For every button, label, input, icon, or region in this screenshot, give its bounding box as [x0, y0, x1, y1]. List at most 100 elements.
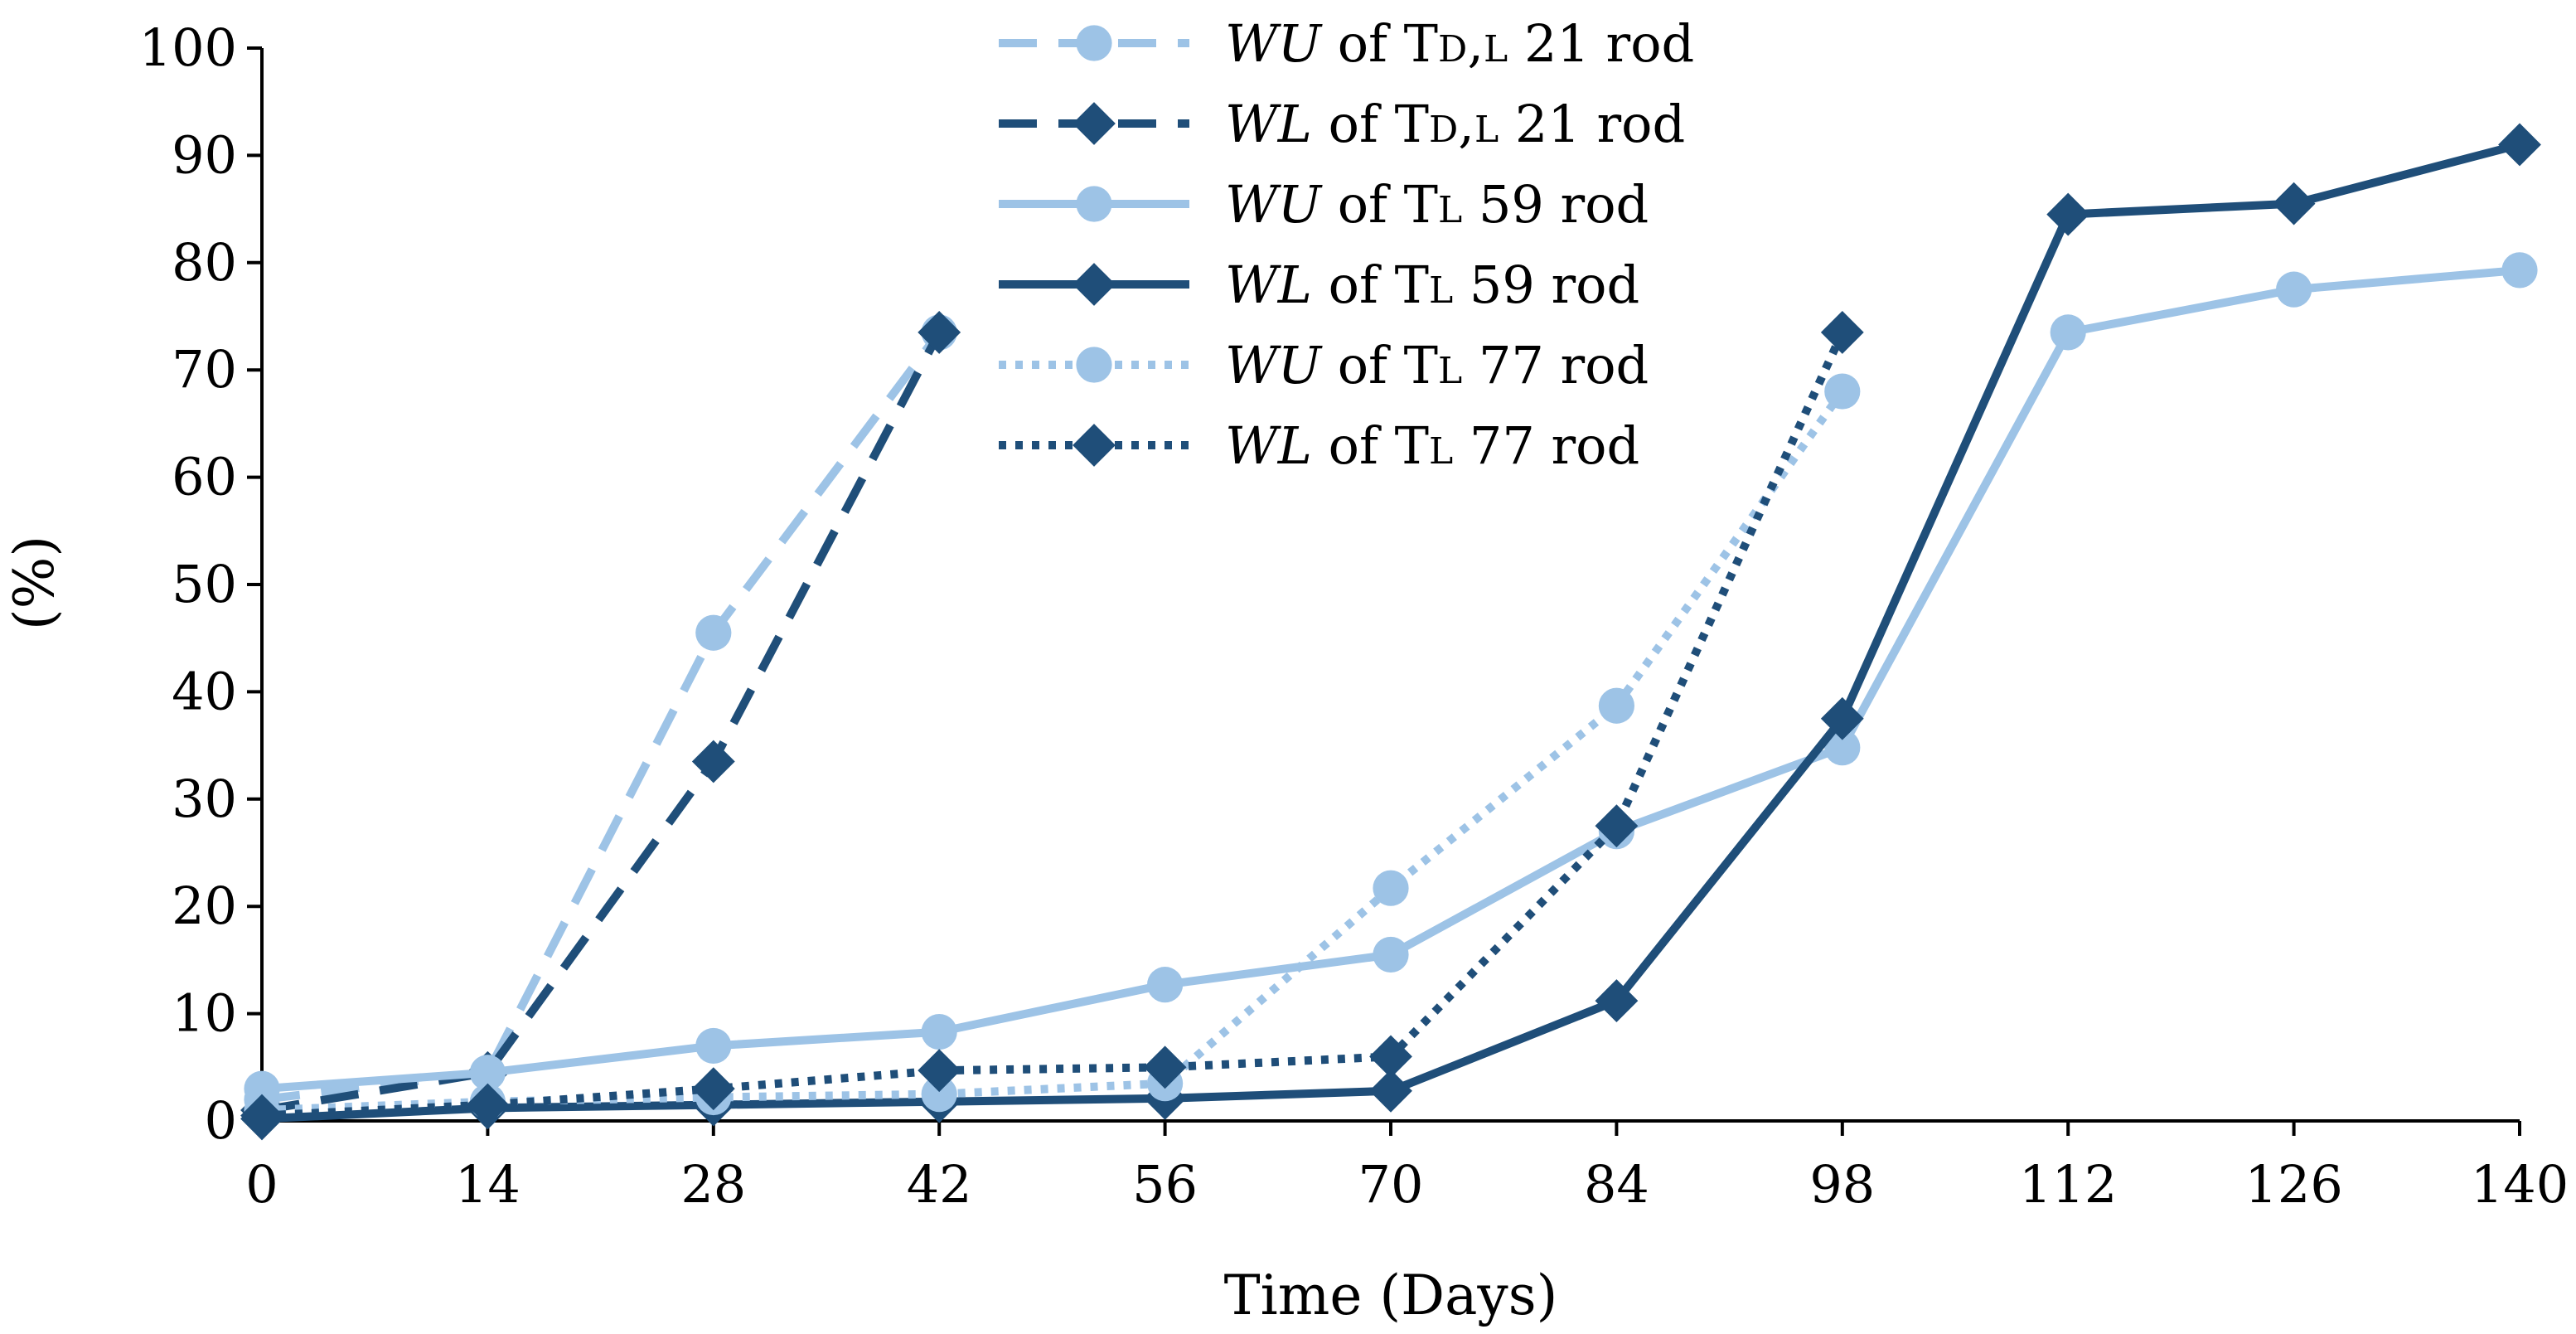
x-tick-label: 140	[2471, 1154, 2569, 1215]
legend-label-part: WL	[1225, 415, 1312, 476]
data-point-diamond	[691, 1067, 735, 1111]
x-tick-label: 112	[2019, 1154, 2117, 1215]
data-point-diamond	[1820, 696, 1864, 740]
legend-label-part: ,	[1458, 94, 1474, 154]
legend-label-part: of T	[1312, 415, 1429, 476]
data-point-diamond	[1369, 1035, 1412, 1079]
legend-label-part: D	[1438, 28, 1467, 70]
legend-entry: WU of TL 77 rod	[999, 335, 1649, 395]
legend-label-part: WU	[1225, 13, 1323, 74]
y-tick-label: 40	[172, 661, 237, 721]
data-point-circle	[695, 1027, 732, 1065]
data-point-circle	[2276, 271, 2312, 308]
legend-label-part: WU	[1225, 335, 1323, 395]
legend-label-part: L	[1429, 430, 1453, 473]
series-line	[261, 330, 943, 1114]
legend-label-part: L	[1484, 28, 1508, 70]
series-layer	[240, 123, 2541, 1141]
y-tick-label: 30	[172, 769, 237, 829]
legend-entry: WU of TL 59 rod	[999, 174, 1649, 235]
legend-label-part: of T	[1312, 94, 1429, 154]
legend-label-part: 21 rod	[1499, 94, 1685, 154]
series-line	[261, 389, 1846, 1115]
legend-marker-diamond	[1073, 263, 1116, 306]
legend-label-part: of T	[1321, 174, 1438, 235]
series-line	[261, 330, 1847, 1120]
legend-label: WU of TD,L 21 rod	[1225, 13, 1694, 74]
data-point-circle	[695, 614, 732, 651]
data-point-diamond	[240, 1094, 283, 1138]
data-point-diamond	[1369, 1069, 1412, 1113]
x-tick-label: 28	[680, 1154, 746, 1215]
data-point-circle	[1373, 936, 1409, 973]
legend-label-part: L	[1474, 109, 1499, 151]
data-point-circle	[921, 1013, 957, 1050]
y-axis-title: (%)	[2, 536, 66, 630]
legend-label-part: WL	[1225, 94, 1312, 154]
x-tick-label: 0	[245, 1154, 278, 1215]
legend-label: WU of TL 59 rod	[1225, 174, 1649, 235]
x-tick-label: 42	[907, 1154, 972, 1215]
data-point-circle	[2050, 314, 2086, 351]
data-point-diamond	[691, 740, 735, 783]
series-line	[261, 329, 943, 1104]
legend-marker-circle	[1076, 25, 1112, 61]
legend-label-part: L	[1438, 350, 1462, 392]
legend-label-part: L	[1438, 189, 1462, 231]
legend-marker-diamond	[1073, 424, 1116, 467]
legend-label-part: ,	[1467, 13, 1484, 74]
data-point-diamond	[2498, 123, 2541, 167]
data-point-diamond	[1143, 1045, 1187, 1089]
legend-entry: WL of TD,L 21 rod	[999, 94, 1685, 154]
data-point-circle	[2501, 252, 2538, 289]
x-tick-label: 56	[1132, 1154, 1198, 1215]
legend-label-part: 59 rod	[1453, 255, 1639, 315]
legend-marker-circle	[1076, 347, 1112, 383]
y-tick-label: 20	[172, 876, 237, 936]
legend-label-part: WU	[1225, 174, 1323, 235]
legend-marker-diamond	[1073, 102, 1116, 145]
data-point-diamond	[1595, 979, 1639, 1022]
legend-label-part: L	[1429, 269, 1453, 312]
legend-label-part: 77 rod	[1453, 415, 1639, 476]
legend-label: WU of TL 77 rod	[1225, 335, 1649, 395]
x-tick-label: 70	[1358, 1154, 1424, 1215]
legend-label-part: 21 rod	[1508, 13, 1694, 74]
legend-label-part: of T	[1312, 255, 1429, 315]
legend-label: WL of TL 77 rod	[1225, 415, 1639, 476]
data-point-diamond	[918, 310, 961, 354]
legend-entry: WL of TL 77 rod	[999, 415, 1639, 476]
data-point-diamond	[466, 1083, 510, 1127]
legend-label-part: of T	[1321, 335, 1438, 395]
x-tick-label: 98	[1809, 1154, 1875, 1215]
axes: 0 14 28 42 56 70 84 98 112 126 140 0 10 20 30 40 50 60 70 8…	[139, 17, 2569, 1215]
y-tick-label: 80	[172, 232, 237, 293]
data-point-circle	[1147, 967, 1184, 1003]
legend-entry: WL of TL 59 rod	[999, 255, 1639, 315]
data-point-diamond	[1595, 804, 1639, 848]
y-tick-label: 50	[172, 554, 237, 614]
legend-entry: WU of TD,L 21 rod	[999, 13, 1694, 74]
data-point-circle	[1824, 730, 1861, 766]
data-point-diamond	[918, 1049, 961, 1093]
data-point-circle	[921, 1076, 957, 1113]
data-point-diamond	[2272, 182, 2316, 226]
legend-label-part: of T	[1321, 13, 1438, 74]
legend-label: WL of TD,L 21 rod	[1225, 94, 1685, 154]
series-wu-tl59	[244, 252, 2538, 1107]
data-point-circle	[1824, 373, 1861, 410]
legend-marker-circle	[1076, 186, 1112, 222]
x-tick-label: 14	[455, 1154, 521, 1215]
legend-label-part: 77 rod	[1462, 335, 1649, 395]
data-point-diamond	[2046, 192, 2090, 236]
x-tick-label: 126	[2244, 1154, 2342, 1215]
y-tick-label: 0	[205, 1090, 237, 1151]
x-tick-label: 84	[1584, 1154, 1649, 1215]
y-tick-label: 100	[139, 17, 237, 78]
legend-label-part: 59 rod	[1462, 174, 1649, 235]
legend-label: WL of TL 59 rod	[1225, 255, 1639, 315]
data-point-circle	[1373, 870, 1409, 906]
legend-label-part: WL	[1225, 255, 1312, 315]
x-axis-title: Time (Days)	[1224, 1264, 1558, 1327]
